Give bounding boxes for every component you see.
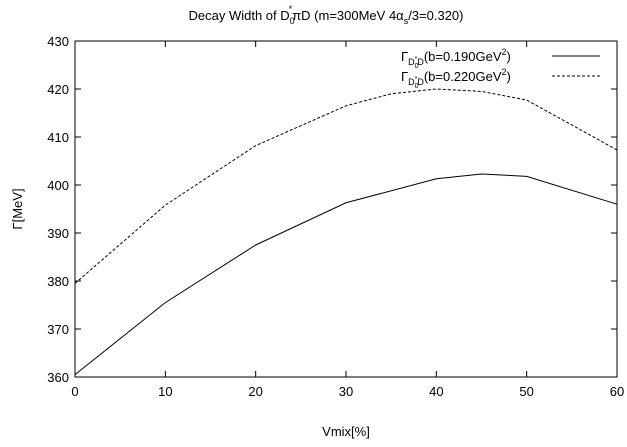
- x-axis-label: Vmix[%]: [322, 424, 370, 439]
- legend-1-subsup: *: [415, 56, 418, 63]
- y-tick-label: 390: [47, 226, 69, 241]
- series-lines: [74, 88, 618, 375]
- legend-1-gamma: Γ: [401, 49, 408, 64]
- title-sub2: s: [404, 16, 409, 26]
- y-tick-label: 360: [47, 370, 69, 385]
- x-ticks: 0 10 20 30 40 50 60: [71, 41, 624, 399]
- series-2-line: [74, 88, 618, 284]
- y-tick-label: 430: [47, 34, 69, 49]
- x-tick-label: 20: [248, 384, 262, 399]
- series-1-line: [74, 173, 618, 375]
- legend-2-text: (b=0.220GeV: [424, 69, 502, 84]
- y-tick-label: 410: [47, 130, 69, 145]
- y-tick-label: 420: [47, 82, 69, 97]
- y-tick-label: 380: [47, 274, 69, 289]
- legend-2-sup: 2: [502, 67, 507, 77]
- y-tick-label: 370: [47, 322, 69, 337]
- x-tick-label: 40: [429, 384, 443, 399]
- title-rest: πD (m=300MeV 4α: [292, 8, 404, 23]
- x-tick-label: 30: [339, 384, 353, 399]
- legend-2-subtail: D: [417, 77, 424, 87]
- legend-1-sup: 2: [502, 47, 507, 57]
- chart-title: Decay Width of D0 *πD (m=300MeV 4αs/3=0.3…: [189, 4, 464, 26]
- title-sub: 0: [290, 16, 295, 26]
- y-ticks: 360 370 380 390 400 410 420 430: [47, 34, 617, 385]
- title-tail: /3=0.320): [408, 8, 463, 23]
- legend-2-gamma: Γ: [401, 69, 408, 84]
- legend-2-sub: D: [408, 77, 415, 87]
- legend-1-subsub: 0: [415, 63, 419, 70]
- legend-label-series-2: ΓD0*D(b=0.220GeV2): [401, 67, 511, 90]
- x-tick-label: 60: [610, 384, 624, 399]
- legend-2-close: ): [507, 69, 511, 84]
- title-prefix: Decay Width of D: [189, 8, 290, 23]
- y-tick-label: 400: [47, 178, 69, 193]
- legend-1-close: ): [507, 49, 511, 64]
- title-sup: *: [289, 4, 293, 14]
- x-tick-label: 50: [519, 384, 533, 399]
- y-axis-label: Γ[MeV]: [10, 188, 25, 229]
- legend-1-text: (b=0.190GeV: [424, 49, 502, 64]
- x-tick-label: 0: [71, 384, 78, 399]
- legend-label-series-1: ΓD0*D(b=0.190GeV2): [401, 47, 511, 70]
- legend-1-sub: D: [408, 57, 415, 67]
- legend-2-subsub: 0: [415, 83, 419, 90]
- x-tick-label: 10: [158, 384, 172, 399]
- plot-frame: [74, 40, 618, 378]
- legend-1-subtail: D: [417, 57, 424, 67]
- legend-2-subsup: *: [415, 76, 418, 83]
- legend: ΓD0*D(b=0.190GeV2) ΓD0*D(b=0.220GeV2): [401, 47, 600, 90]
